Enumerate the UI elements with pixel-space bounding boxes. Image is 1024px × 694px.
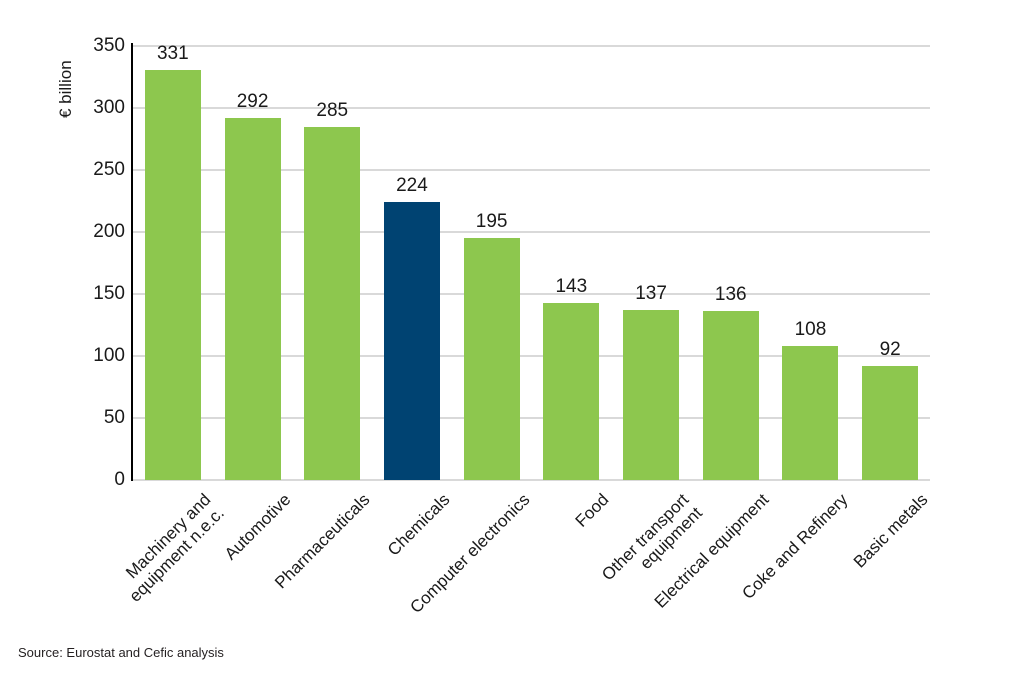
- bar-regular: [144, 69, 201, 480]
- bar-value-label: 331: [156, 42, 189, 64]
- y-axis-line: [131, 43, 133, 481]
- bar-regular: [224, 117, 281, 480]
- bar-value-label: 137: [635, 283, 667, 305]
- gridline: [133, 169, 930, 171]
- bar-regular: [782, 346, 839, 480]
- y-tick-label: 250: [93, 159, 125, 180]
- source-note: Source: Eurostat and Cefic analysis: [18, 645, 224, 660]
- gridline: [133, 231, 930, 233]
- gridline: [133, 355, 930, 357]
- y-tick-label: 300: [93, 97, 125, 118]
- bar-value-label: 292: [236, 90, 269, 112]
- bar-regular: [543, 302, 600, 480]
- y-tick-label: 150: [93, 283, 125, 304]
- bar-regular: [623, 310, 680, 480]
- bar-value-label: 285: [316, 99, 349, 121]
- bar-value-label: 143: [555, 275, 588, 297]
- bar-value-label: 108: [794, 319, 827, 341]
- bar-regular: [702, 311, 759, 480]
- y-tick-label: 100: [93, 345, 125, 366]
- x-axis-label: Basic metals: [849, 490, 932, 572]
- y-axis-title: € billion: [56, 60, 75, 118]
- gridline: [133, 293, 930, 295]
- y-tick-label: 350: [93, 35, 125, 56]
- gridline: [133, 107, 930, 109]
- y-tick-label: 0: [114, 469, 125, 490]
- bar-highlighted: [383, 202, 440, 480]
- bar-value-label: 92: [879, 338, 901, 360]
- y-tick-label: 50: [103, 407, 125, 428]
- bar-value-label: 195: [475, 211, 508, 233]
- bar-value-label: 136: [714, 284, 747, 306]
- bar-value-label: 224: [396, 175, 428, 197]
- bar-regular: [304, 126, 361, 480]
- gridline: [133, 417, 930, 419]
- gridline: [133, 45, 930, 47]
- y-tick-label: 200: [93, 221, 125, 242]
- bar-regular: [862, 365, 919, 480]
- gridline: [133, 479, 930, 481]
- bar-regular: [463, 238, 520, 480]
